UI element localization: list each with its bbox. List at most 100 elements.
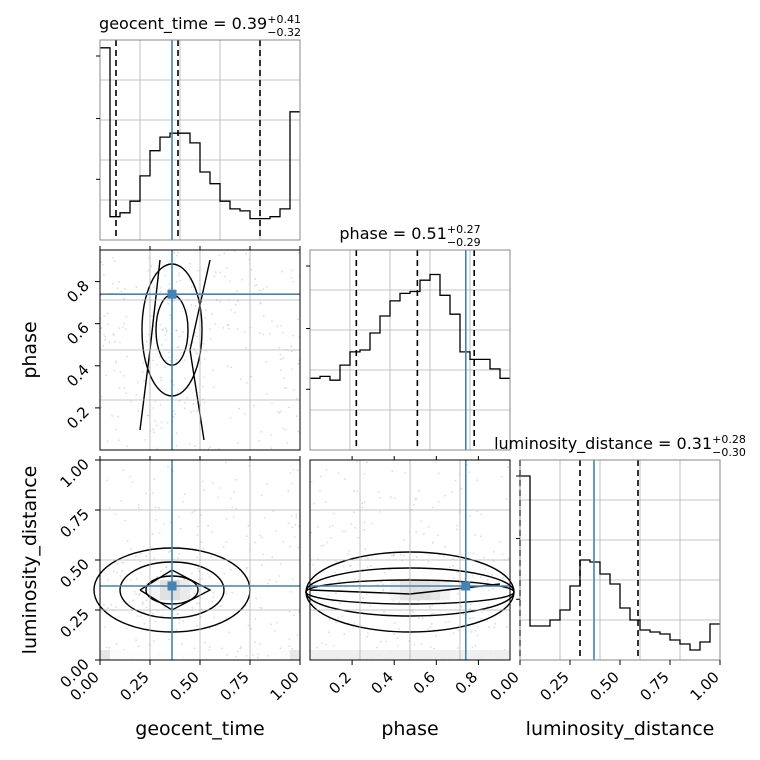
sample-point	[189, 262, 192, 265]
sample-point	[367, 557, 369, 560]
density-cell	[290, 650, 301, 661]
sample-point	[183, 493, 186, 496]
sample-point	[126, 540, 129, 542]
sample-point	[163, 606, 166, 609]
sample-point	[197, 567, 200, 570]
sample-point	[178, 515, 181, 518]
density-cell	[150, 590, 161, 601]
sample-point	[468, 471, 470, 473]
sample-point	[123, 375, 125, 377]
sample-point	[293, 389, 295, 391]
sample-point	[119, 371, 122, 373]
sample-point	[232, 490, 235, 493]
sample-point	[413, 643, 416, 646]
sample-point	[219, 300, 222, 303]
sample-point	[165, 566, 168, 568]
x-axis-label-luminosity_distance: luminosity_distance	[526, 718, 715, 740]
x-tick-label: 1.00	[686, 668, 722, 704]
density-cell	[280, 650, 291, 661]
density-cell	[400, 590, 411, 601]
sample-point	[310, 531, 313, 534]
sample-point	[296, 397, 298, 400]
sample-point	[296, 634, 299, 636]
sample-point	[154, 400, 157, 403]
x-axis-label-geocent_time: geocent_time	[135, 718, 264, 740]
sample-point	[130, 400, 133, 403]
sample-point	[104, 339, 106, 341]
sample-point	[178, 400, 181, 402]
sample-point	[135, 555, 137, 557]
panel-background	[310, 250, 510, 450]
sample-point	[502, 576, 504, 579]
sample-point	[280, 358, 282, 361]
sample-point	[118, 281, 120, 283]
sample-point	[136, 381, 139, 384]
sample-point	[190, 304, 193, 306]
sample-point	[407, 577, 410, 580]
sample-point	[151, 315, 154, 318]
sample-point	[427, 628, 430, 631]
sample-point	[139, 615, 142, 618]
sample-point	[279, 369, 282, 371]
sample-point	[165, 566, 168, 569]
sample-point	[471, 646, 474, 649]
sample-point	[358, 587, 360, 589]
sample-point	[182, 330, 185, 333]
sample-point	[124, 328, 127, 331]
density-cell	[340, 650, 351, 661]
sample-point	[146, 414, 149, 417]
sample-point	[254, 617, 257, 620]
x-tick-label: 0.6	[410, 668, 440, 698]
sample-point	[168, 260, 171, 263]
sample-point	[437, 534, 439, 537]
sample-point	[172, 300, 175, 302]
sample-point	[290, 591, 293, 593]
sample-point	[204, 308, 207, 311]
sample-point	[456, 524, 459, 527]
sample-point	[432, 612, 435, 615]
sample-point	[153, 478, 156, 481]
sample-point	[224, 461, 227, 464]
density-cell	[180, 590, 191, 601]
sample-point	[122, 561, 125, 564]
sample-point	[506, 626, 508, 629]
sample-point	[119, 575, 122, 577]
sample-point	[191, 606, 194, 609]
sample-point	[480, 617, 483, 620]
sample-point	[261, 564, 263, 566]
sample-point	[153, 431, 155, 434]
sample-point	[472, 617, 475, 619]
sample-point	[282, 331, 284, 334]
sample-point	[454, 479, 457, 482]
sample-point	[270, 434, 273, 436]
sample-point	[324, 501, 327, 503]
sample-point	[363, 473, 366, 475]
sample-point	[165, 359, 167, 362]
sample-point	[452, 558, 454, 560]
sample-point	[202, 342, 205, 345]
sample-point	[438, 472, 440, 475]
sample-point	[338, 602, 341, 605]
sample-point	[415, 497, 418, 500]
sample-point	[156, 424, 158, 427]
sample-point	[293, 536, 296, 538]
sample-point	[225, 541, 228, 543]
sample-point	[288, 638, 291, 640]
density-cell	[150, 580, 161, 591]
sample-point	[342, 565, 345, 567]
sample-point	[120, 561, 123, 564]
sample-point	[169, 521, 172, 524]
sample-point	[190, 411, 192, 413]
title-plus: +0.41	[267, 13, 301, 26]
sample-point	[266, 483, 268, 486]
sample-point	[181, 642, 184, 645]
sample-point	[363, 521, 366, 524]
sample-point	[396, 645, 399, 647]
sample-point	[275, 581, 278, 583]
sample-point	[457, 629, 460, 632]
sample-point	[219, 605, 222, 607]
sample-point	[254, 641, 256, 644]
sample-point	[111, 257, 114, 259]
sample-point	[143, 380, 146, 382]
density-cell	[430, 650, 441, 661]
